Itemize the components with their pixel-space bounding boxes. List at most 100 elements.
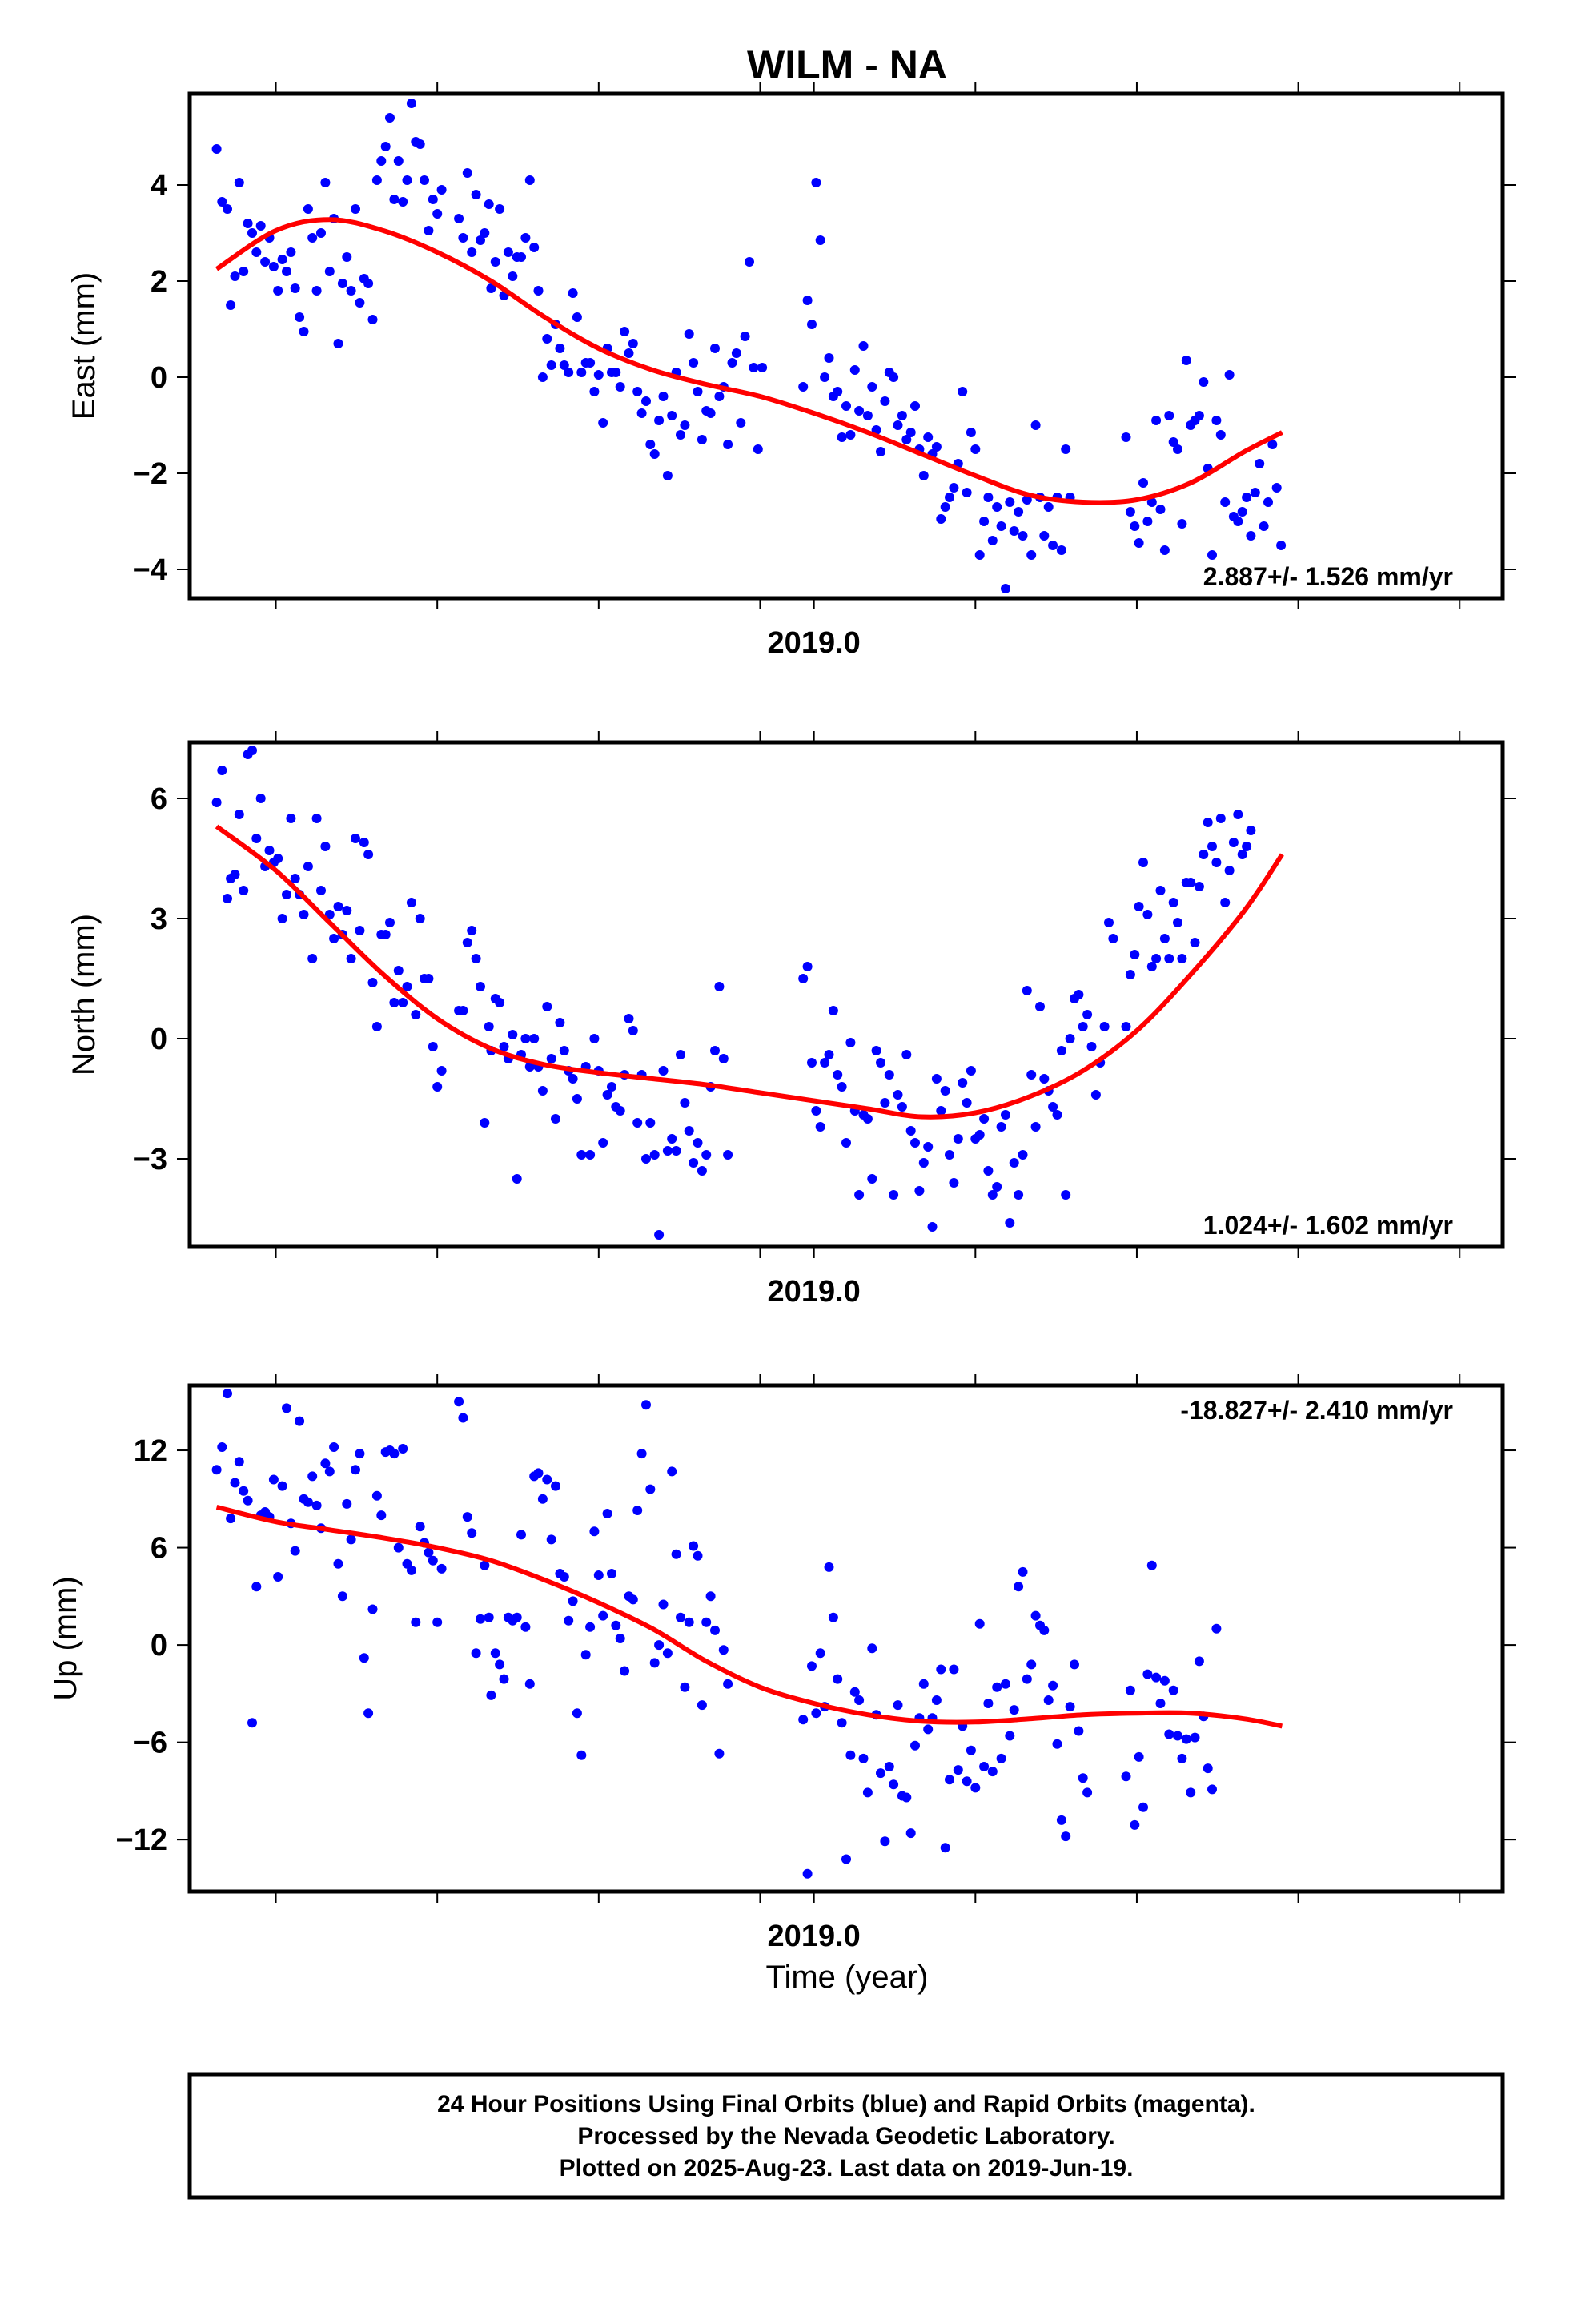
east-point bbox=[811, 178, 821, 187]
north-point bbox=[480, 1118, 490, 1128]
up-point bbox=[697, 1700, 707, 1711]
east-point bbox=[337, 279, 347, 288]
up-y-tick-label: 0 bbox=[151, 1629, 167, 1663]
north-y-tick-label: −3 bbox=[133, 1143, 167, 1176]
up-point bbox=[559, 1572, 569, 1582]
east-point bbox=[1177, 519, 1187, 529]
east-point bbox=[217, 197, 227, 207]
east-y-tick-label: 2 bbox=[151, 265, 167, 299]
footer-line-3: Plotted on 2025-Aug-23. Last data on 201… bbox=[560, 2155, 1134, 2181]
north-point bbox=[931, 1074, 942, 1084]
north-point bbox=[1014, 1190, 1024, 1200]
up-point bbox=[290, 1546, 300, 1556]
east-point bbox=[940, 502, 950, 512]
east-point bbox=[277, 255, 287, 264]
east-point bbox=[398, 197, 408, 207]
north-point bbox=[684, 1126, 694, 1136]
up-point bbox=[247, 1718, 257, 1728]
north-point bbox=[251, 834, 262, 843]
north-point bbox=[1078, 1022, 1088, 1031]
north-point bbox=[1130, 950, 1140, 959]
north-point bbox=[223, 894, 232, 903]
north-point bbox=[351, 834, 360, 843]
north-point bbox=[654, 1230, 665, 1240]
east-point bbox=[316, 228, 326, 238]
east-point bbox=[371, 175, 382, 185]
up-point bbox=[923, 1724, 934, 1735]
up-point bbox=[658, 1599, 669, 1610]
east-point bbox=[1173, 444, 1182, 454]
up-y-tick-label: 6 bbox=[151, 1532, 167, 1566]
east-point bbox=[654, 416, 665, 425]
east-point bbox=[1130, 521, 1140, 531]
east-point bbox=[471, 190, 481, 199]
east-point bbox=[1220, 497, 1231, 507]
north-point bbox=[802, 962, 813, 971]
up-point bbox=[996, 1753, 1006, 1763]
north-point bbox=[424, 974, 434, 983]
up-point bbox=[337, 1591, 347, 1602]
up-point bbox=[1146, 1560, 1157, 1570]
north-point bbox=[1134, 902, 1144, 911]
east-point bbox=[905, 428, 916, 437]
east-point bbox=[1142, 517, 1153, 526]
east-point bbox=[936, 514, 946, 524]
east-point bbox=[303, 204, 313, 214]
east-point bbox=[476, 235, 485, 245]
up-point bbox=[1181, 1734, 1191, 1744]
north-point bbox=[520, 1034, 531, 1043]
up-point bbox=[1009, 1705, 1019, 1715]
north-point bbox=[1125, 970, 1135, 979]
north-point bbox=[551, 1114, 560, 1124]
north-point bbox=[798, 974, 809, 983]
east-point bbox=[992, 502, 1002, 512]
north-point bbox=[320, 842, 331, 851]
east-point bbox=[641, 396, 651, 406]
footer-line-1: 24 Hour Positions Using Final Orbits (bl… bbox=[437, 2091, 1255, 2117]
up-point bbox=[277, 1481, 287, 1491]
east-point bbox=[1155, 505, 1166, 514]
up-point bbox=[854, 1695, 865, 1705]
north-y-tick-label: 3 bbox=[151, 903, 167, 936]
up-point bbox=[620, 1666, 630, 1676]
up-point bbox=[1022, 1674, 1032, 1684]
up-point bbox=[490, 1648, 500, 1659]
north-point bbox=[884, 1070, 894, 1080]
north-point bbox=[211, 798, 222, 807]
east-point bbox=[974, 550, 985, 560]
up-point bbox=[987, 1767, 998, 1777]
up-point bbox=[1070, 1659, 1079, 1670]
north-y-tick-label: 0 bbox=[151, 1023, 167, 1056]
up-point bbox=[359, 1653, 369, 1663]
east-point bbox=[376, 156, 387, 166]
east-point bbox=[342, 252, 352, 262]
north-point bbox=[529, 1034, 540, 1043]
north-point bbox=[897, 1102, 907, 1112]
north-point bbox=[936, 1106, 946, 1116]
north-point bbox=[628, 1026, 638, 1035]
north-point bbox=[820, 1058, 830, 1068]
up-point bbox=[295, 1416, 305, 1426]
east-point bbox=[841, 401, 851, 411]
up-point bbox=[910, 1740, 920, 1751]
east-point bbox=[1164, 411, 1174, 420]
up-point bbox=[398, 1444, 408, 1454]
north-point bbox=[1194, 882, 1204, 891]
north-point bbox=[987, 1190, 998, 1200]
east-point bbox=[320, 178, 331, 187]
east-point bbox=[385, 113, 395, 123]
up-point bbox=[1168, 1685, 1178, 1695]
north-point bbox=[303, 862, 313, 871]
up-point bbox=[251, 1582, 262, 1592]
up-point bbox=[1194, 1656, 1204, 1667]
east-point bbox=[880, 396, 890, 406]
up-frame bbox=[187, 1383, 1505, 1894]
up-point bbox=[533, 1468, 544, 1478]
north-y-axis-label: North (mm) bbox=[66, 914, 102, 1076]
east-point bbox=[1168, 437, 1178, 447]
up-point bbox=[979, 1762, 990, 1771]
east-point bbox=[753, 444, 763, 454]
up-point bbox=[641, 1400, 651, 1410]
north-point bbox=[1207, 842, 1217, 851]
east-point bbox=[1207, 550, 1217, 560]
